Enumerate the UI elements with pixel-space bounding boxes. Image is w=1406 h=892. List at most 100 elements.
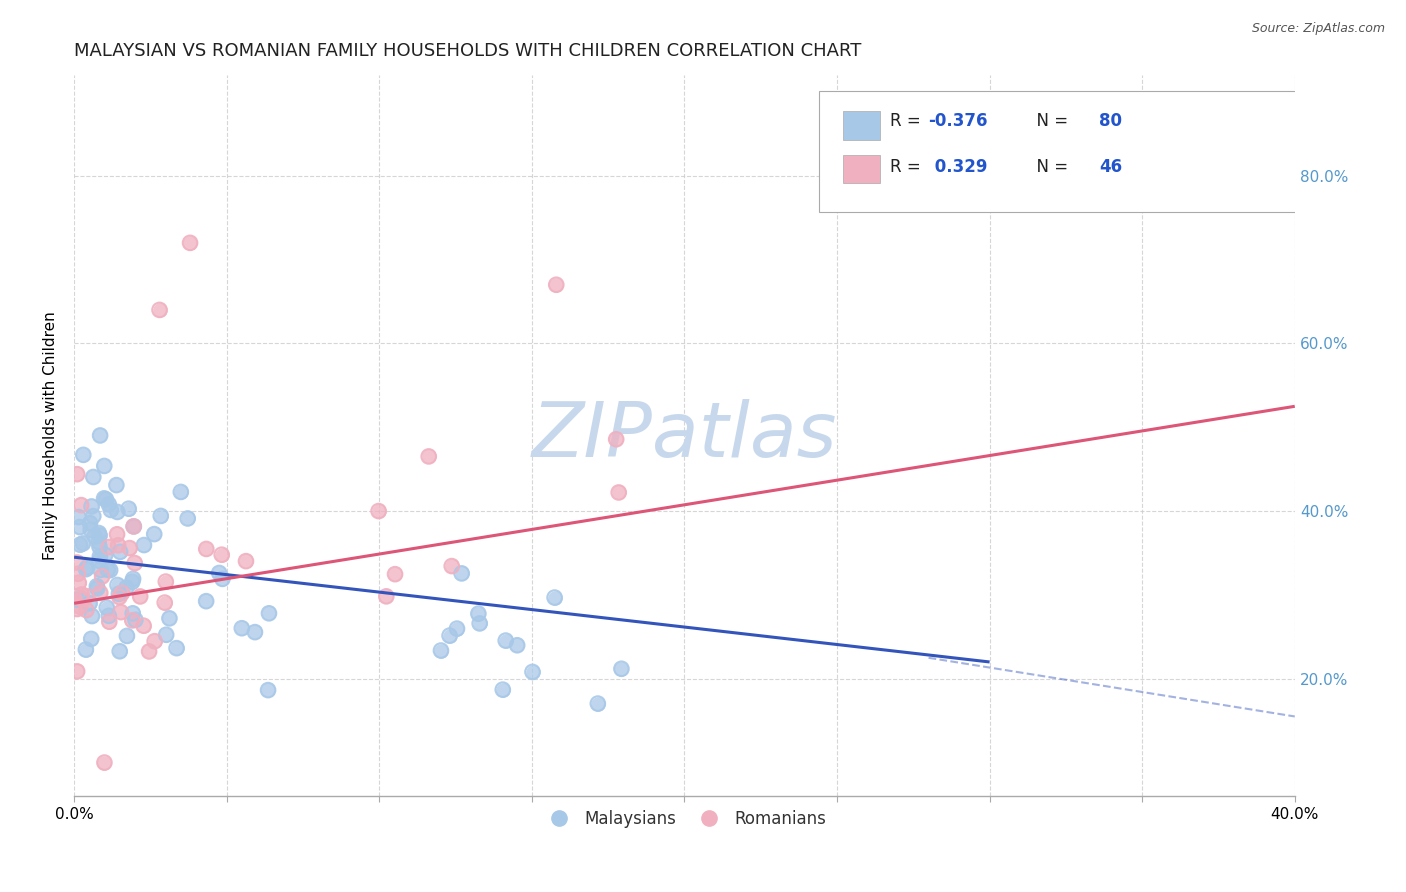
Point: [75, 642, 97, 657]
Point: [100, 503, 122, 517]
Point: [93, 458, 115, 473]
Point: [89, 563, 111, 577]
Point: [546, 277, 568, 292]
Point: [257, 607, 280, 621]
Point: [211, 572, 233, 586]
Point: [522, 665, 544, 679]
Point: [492, 682, 515, 697]
Point: [143, 527, 166, 541]
Point: [430, 643, 453, 657]
Point: [195, 594, 218, 608]
Point: [132, 618, 155, 632]
Point: [108, 590, 131, 604]
Point: [67, 575, 90, 590]
Point: [98, 563, 121, 577]
Point: [69, 538, 91, 552]
Point: [176, 511, 198, 525]
Point: [586, 697, 609, 711]
Point: [148, 302, 170, 317]
Point: [70, 498, 93, 512]
Point: [257, 607, 280, 621]
Point: [96, 600, 118, 615]
Point: [89, 528, 111, 542]
Point: [97, 608, 120, 623]
Point: [231, 621, 253, 635]
Text: 46: 46: [1099, 159, 1122, 177]
Point: [70, 592, 93, 607]
Point: [75, 603, 97, 617]
Point: [195, 541, 218, 556]
Point: [80, 500, 103, 514]
Point: [107, 578, 129, 592]
Point: [138, 644, 160, 658]
Point: [543, 591, 565, 605]
Point: [97, 497, 120, 511]
Text: MALAYSIAN VS ROMANIAN FAMILY HOUSEHOLDS WITH CHILDREN CORRELATION CHART: MALAYSIAN VS ROMANIAN FAMILY HOUSEHOLDS …: [75, 42, 862, 60]
Point: [97, 540, 120, 554]
Point: [384, 567, 406, 582]
Text: 0.329: 0.329: [928, 159, 987, 177]
Point: [450, 566, 472, 581]
Point: [446, 622, 468, 636]
Point: [69, 599, 91, 614]
Point: [94, 548, 117, 562]
Point: [155, 628, 177, 642]
Point: [80, 523, 103, 537]
Point: [179, 235, 201, 250]
Point: [105, 527, 128, 541]
Point: [72, 592, 94, 607]
Point: [91, 569, 114, 583]
Text: N =: N =: [1026, 159, 1074, 177]
FancyBboxPatch shape: [844, 154, 880, 184]
Point: [439, 629, 461, 643]
Point: [93, 491, 115, 506]
Point: [105, 478, 128, 492]
Point: [66, 556, 89, 570]
Point: [93, 458, 115, 473]
Point: [82, 470, 104, 484]
Point: [82, 509, 104, 524]
Point: [107, 538, 129, 552]
Point: [87, 526, 110, 541]
Point: [107, 538, 129, 552]
Point: [121, 614, 143, 628]
Point: [235, 554, 257, 568]
Point: [195, 541, 218, 556]
Point: [605, 432, 627, 446]
Point: [208, 566, 231, 580]
Point: [121, 574, 143, 589]
Point: [70, 592, 93, 607]
Point: [132, 618, 155, 632]
Point: [121, 607, 143, 621]
Point: [97, 497, 120, 511]
Point: [176, 511, 198, 525]
Point: [75, 562, 97, 576]
Point: [159, 611, 181, 625]
Point: [179, 235, 201, 250]
Point: [121, 614, 143, 628]
Point: [108, 545, 131, 559]
Point: [80, 609, 103, 624]
Text: R =: R =: [890, 112, 925, 129]
Point: [384, 567, 406, 582]
Point: [105, 527, 128, 541]
Point: [69, 538, 91, 552]
Text: ZIPatlas: ZIPatlas: [531, 399, 837, 473]
Text: -0.376: -0.376: [928, 112, 988, 129]
Point: [257, 683, 280, 698]
Point: [69, 520, 91, 534]
Point: [122, 519, 145, 533]
Point: [211, 548, 233, 562]
Point: [66, 665, 89, 679]
Point: [138, 644, 160, 658]
Point: [118, 501, 141, 516]
Point: [122, 519, 145, 533]
Point: [82, 509, 104, 524]
Point: [89, 586, 111, 600]
Point: [108, 590, 131, 604]
Point: [89, 554, 111, 568]
Text: N =: N =: [1026, 112, 1074, 129]
Point: [66, 566, 89, 581]
Point: [211, 548, 233, 562]
Point: [211, 572, 233, 586]
